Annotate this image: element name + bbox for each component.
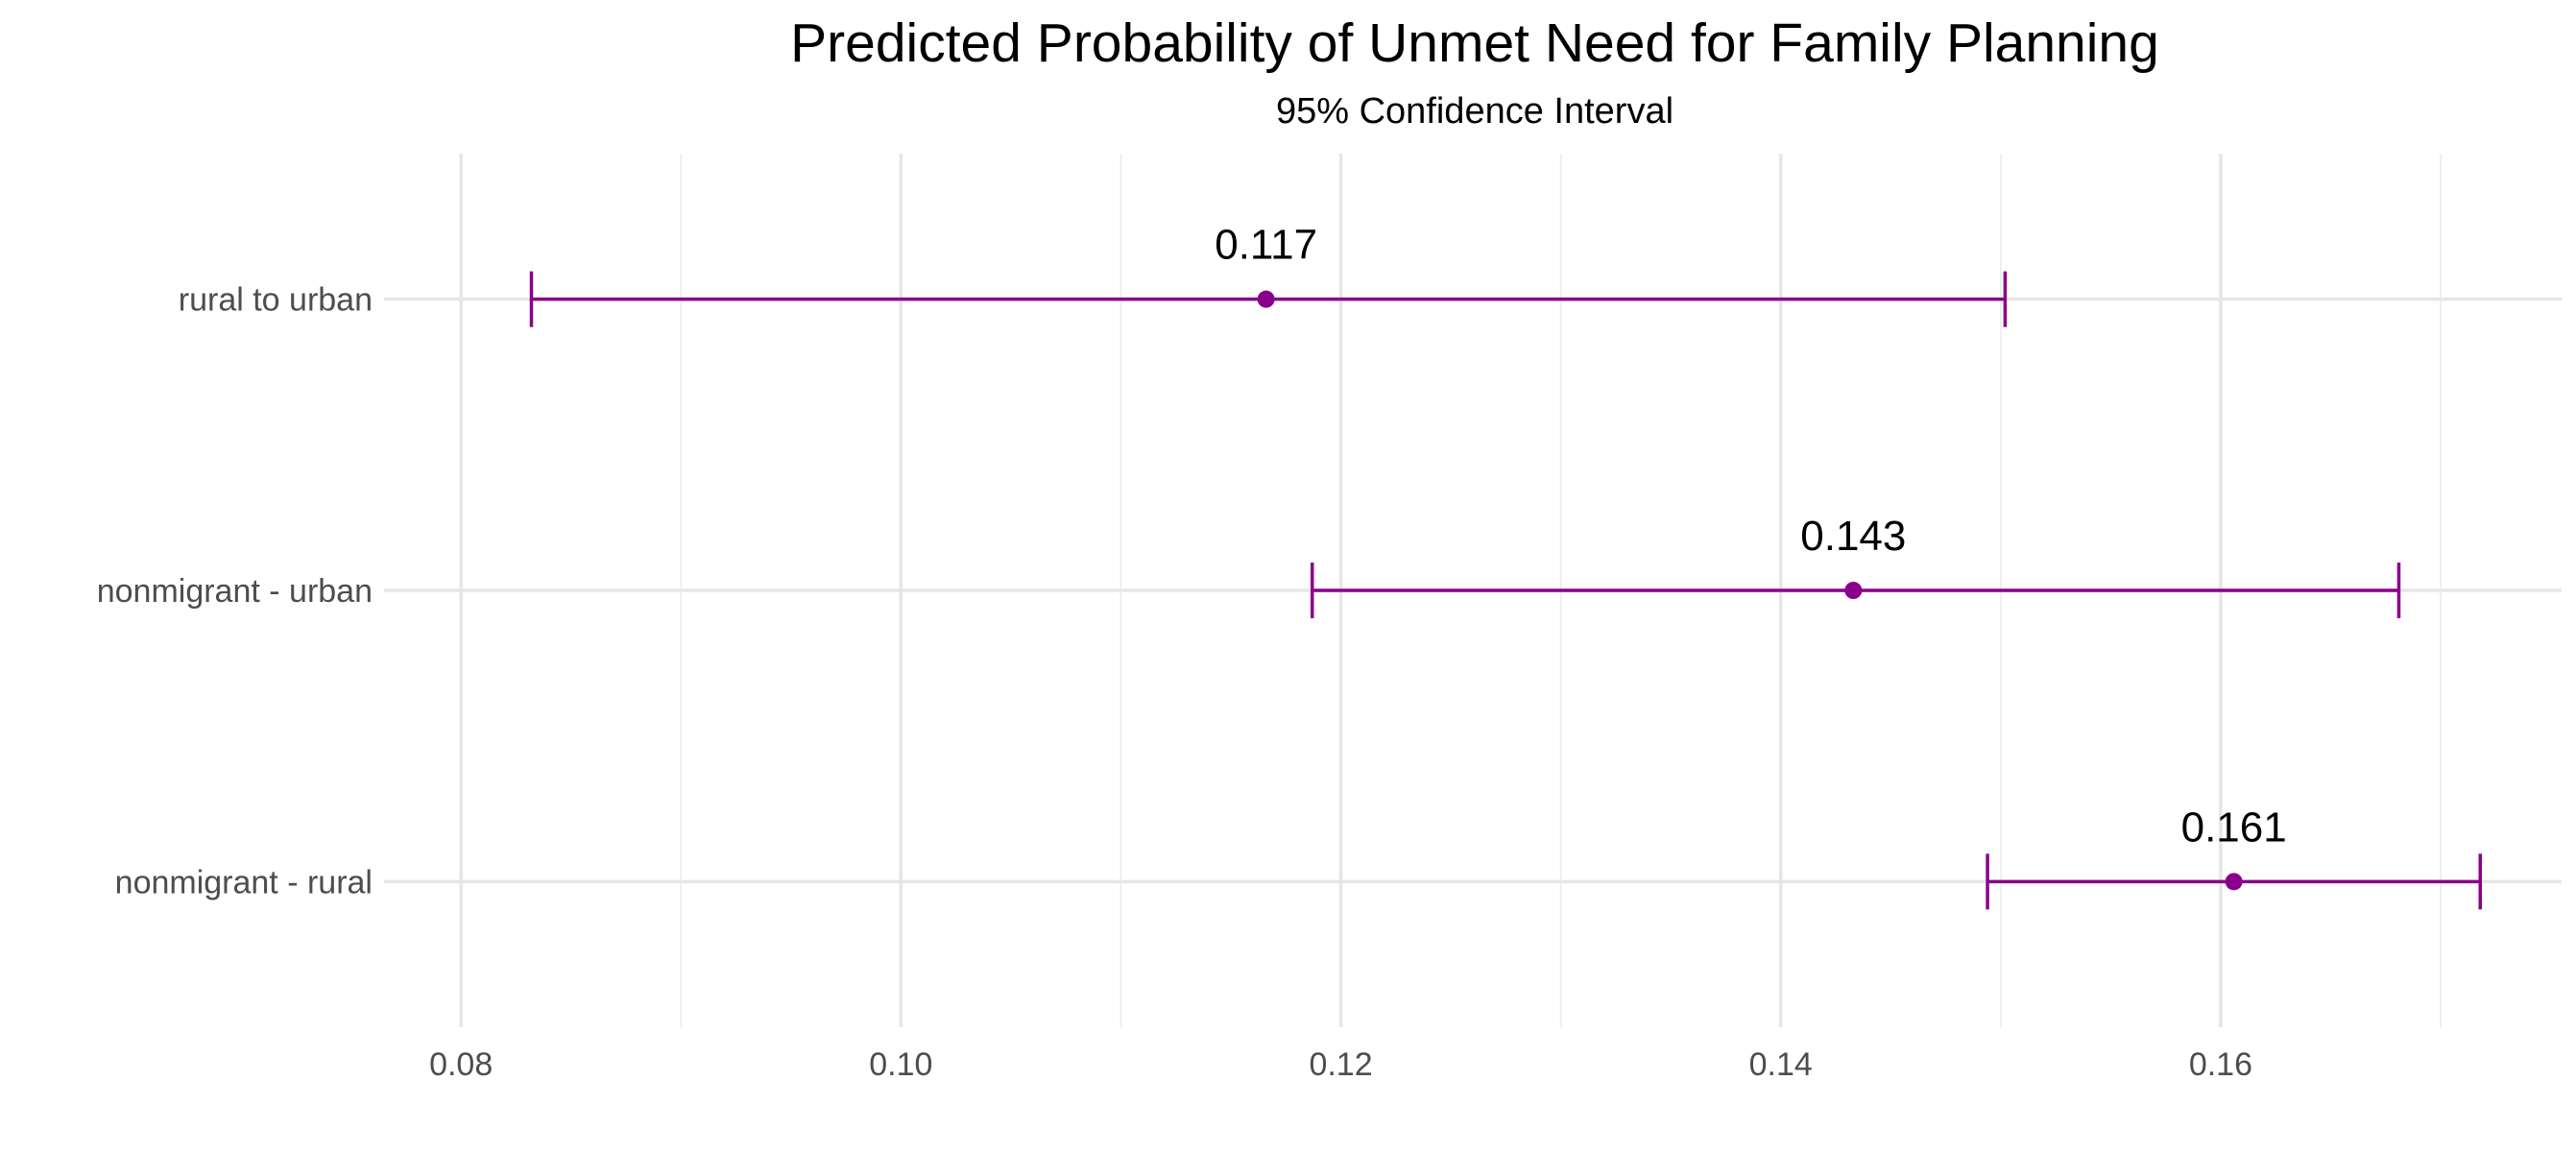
chart-marks [529, 271, 2482, 910]
x-tick-label: 0.14 [1749, 1046, 1813, 1083]
x-tick-label: 0.10 [869, 1046, 932, 1083]
chart-title: Predicted Probability of Unmet Need for … [790, 12, 2159, 74]
estimate-point [1844, 582, 1863, 599]
data-label: 0.161 [2181, 804, 2287, 851]
chart-subtitle: 95% Confidence Interval [1276, 91, 1673, 132]
estimate-point [1257, 290, 1275, 308]
y-tick-label: nonmigrant - urban [97, 573, 373, 610]
x-tick-label: 0.08 [429, 1046, 493, 1083]
chart-labels: 0.08 0.10 0.12 0.14 0.16 rural to urban 0.117 n… [97, 222, 2287, 1083]
data-label: 0.117 [1215, 222, 1317, 269]
estimate-point [2225, 873, 2243, 891]
y-tick-label: rural to urban [179, 282, 373, 319]
y-tick-label: nonmigrant - rural [115, 864, 373, 900]
x-tick-label: 0.16 [2189, 1046, 2252, 1083]
x-tick-label: 0.12 [1309, 1046, 1372, 1083]
data-label: 0.143 [1800, 513, 1906, 560]
